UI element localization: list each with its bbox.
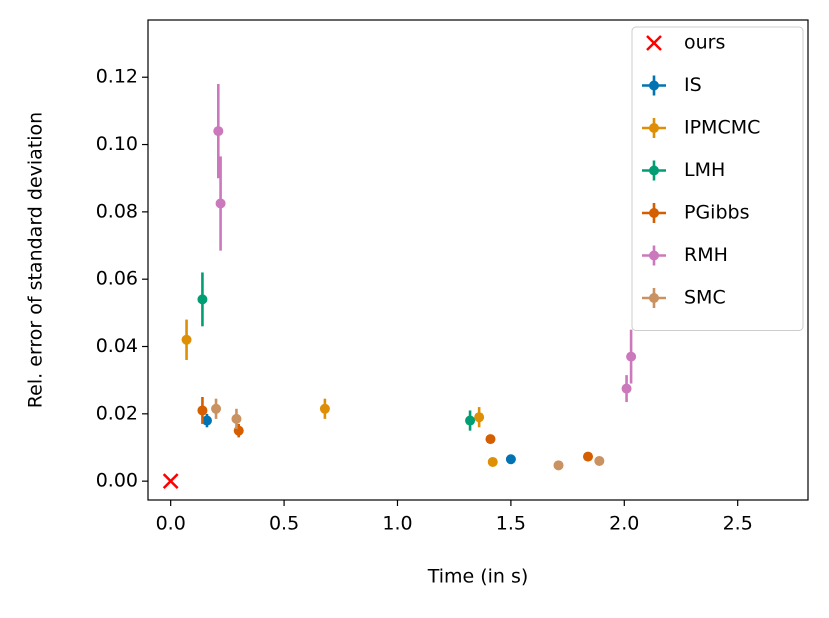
legend-marker [649, 165, 659, 176]
legend-label: IPMCMC [684, 117, 760, 139]
y-tick-label: 0.00 [96, 470, 138, 492]
point [231, 413, 242, 424]
point [583, 451, 593, 462]
y-tick-label: 0.02 [96, 402, 138, 424]
point [594, 455, 605, 466]
y-tick-label: 0.12 [96, 66, 138, 88]
plot-frame [147, 19, 809, 501]
point [485, 434, 496, 445]
cross-marker [646, 35, 662, 51]
x-tick-label: 0.0 [156, 513, 186, 535]
x-tick-label: 2.0 [609, 513, 639, 535]
point [197, 294, 208, 305]
legend-marker [649, 250, 659, 261]
legend-label: SMC [684, 287, 726, 309]
legend-marker [649, 293, 659, 303]
point [215, 198, 226, 209]
cross-stroke [646, 35, 662, 51]
legend-marker [649, 123, 659, 133]
point [201, 415, 212, 426]
legend-marker [649, 208, 659, 218]
y-tick-label: 0.06 [96, 268, 138, 290]
x-axis-label: Time (in s) [427, 566, 529, 588]
legend-label: LMH [684, 159, 725, 181]
point [465, 415, 476, 426]
cross-marker [162, 473, 179, 490]
point [197, 405, 208, 416]
y-tick-label: 0.08 [96, 200, 138, 222]
point [553, 460, 564, 471]
x-tick-label: 1.0 [382, 513, 412, 535]
point [626, 351, 637, 362]
y-tick-label: 0.10 [96, 133, 138, 155]
legend-box [631, 26, 804, 331]
legend-label: RMH [684, 244, 728, 266]
point [211, 403, 222, 414]
point [181, 334, 192, 345]
legend-label: PGibbs [684, 202, 749, 224]
legend-marker [649, 80, 659, 91]
point [487, 456, 498, 467]
point [621, 383, 632, 394]
y-tick-label: 0.04 [96, 335, 138, 357]
cross-stroke [162, 473, 179, 490]
x-tick-label: 1.5 [496, 513, 526, 535]
x-tick-label: 2.5 [723, 513, 753, 535]
point [474, 412, 485, 423]
point [505, 454, 516, 465]
point [213, 126, 224, 137]
point [319, 403, 330, 414]
x-tick-label: 0.5 [269, 513, 299, 535]
y-axis-label: Rel. error of standard deviation [25, 112, 47, 408]
legend-label: ours [684, 32, 725, 54]
legend-label: IS [684, 74, 702, 96]
